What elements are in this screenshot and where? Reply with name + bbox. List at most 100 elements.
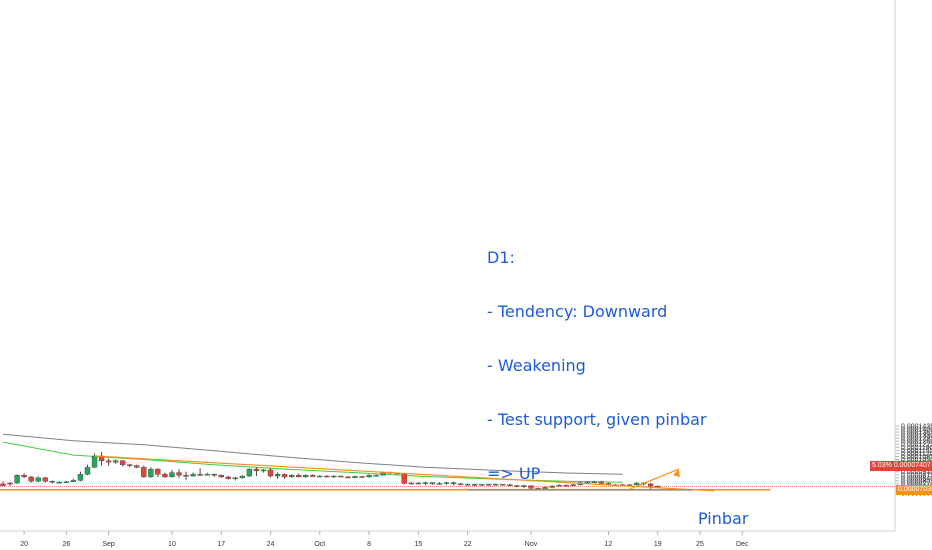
bull-candle <box>521 484 527 488</box>
candle-body <box>457 483 464 486</box>
candle-body <box>493 484 499 486</box>
y-tick-label: 0.00012600 <box>901 439 932 446</box>
bear-candle <box>211 473 217 477</box>
candle-body <box>436 483 443 485</box>
bear-candle <box>471 483 478 487</box>
x-tick-label: Nov <box>525 541 538 548</box>
bull-candle <box>436 482 443 485</box>
candle-body <box>366 474 372 478</box>
x-tick-label: 8 <box>367 541 371 548</box>
candle-body <box>408 482 415 485</box>
bull-candle <box>232 476 239 481</box>
bull-candle <box>464 483 471 486</box>
bull-candle <box>274 472 281 479</box>
bear-candle <box>127 463 133 468</box>
candle-body <box>338 475 344 478</box>
candle-body <box>500 484 506 486</box>
x-tick-label: 25 <box>696 541 704 548</box>
candle-body <box>84 467 91 475</box>
current-price-tag: 5.03% 0.00007407 <box>870 461 932 471</box>
candle-body <box>63 481 70 483</box>
candle-body <box>253 468 260 472</box>
candle-body <box>190 474 196 477</box>
candle-body <box>246 468 253 477</box>
candle-body <box>35 477 41 482</box>
bull-candle <box>14 474 20 484</box>
candle-body <box>345 476 351 479</box>
candle-body <box>415 482 422 485</box>
note-line-conclusion: => UP <box>487 464 541 483</box>
note-line-support: - Test support, given pinbar <box>487 410 707 429</box>
bear-candle <box>359 476 365 478</box>
x-tick-label: 12 <box>605 541 613 548</box>
y-tick-label: 0.00010500 <box>901 457 932 464</box>
x-tick-label: 17 <box>217 541 225 548</box>
candle-body <box>183 474 189 477</box>
candle-body <box>260 469 267 472</box>
bull-candle <box>246 468 253 477</box>
candle-body <box>141 467 147 478</box>
candle-body <box>655 485 661 488</box>
x-tick-label: 19 <box>654 541 662 548</box>
bull-candle <box>303 474 309 478</box>
bear-candle <box>500 483 506 486</box>
candle-body <box>232 477 239 479</box>
bull-candle <box>7 482 13 487</box>
analysis-note: D1: - Tendency: Downward - Weakening - T… <box>487 213 706 501</box>
candle-body <box>450 482 457 485</box>
candle-body <box>443 482 450 484</box>
candle-body <box>239 475 246 478</box>
candle-body <box>352 476 358 479</box>
y-tick-label: 0.00008400 <box>901 475 932 482</box>
bull-candle <box>63 480 70 483</box>
candle-body <box>14 474 20 484</box>
candle-body <box>591 481 598 483</box>
candle-body <box>169 472 175 478</box>
support-price-value: 0.00007036 <box>898 486 932 493</box>
bull-candle <box>331 475 337 478</box>
bear-candle <box>563 484 569 487</box>
moving-average-slow <box>2 433 623 475</box>
bear-candle <box>218 474 224 478</box>
bear-candle <box>507 483 513 487</box>
bull-candle <box>493 483 499 486</box>
bear-candle <box>457 483 464 486</box>
note-line-timeframe: D1: <box>487 248 515 267</box>
bull-candle <box>633 482 640 486</box>
candle-body <box>598 481 605 484</box>
candle-body <box>127 464 133 466</box>
bear-candle <box>338 475 344 478</box>
bull-candle <box>169 469 175 478</box>
trendlines <box>0 455 771 492</box>
x-tick-label: 26 <box>62 541 70 548</box>
bull-candle <box>204 472 210 476</box>
candle-body <box>7 482 13 485</box>
candle-body <box>507 484 513 486</box>
x-tick-label: Oct <box>314 541 325 548</box>
bear-candle <box>655 485 661 488</box>
candle-body <box>91 455 98 468</box>
x-axis-ticks: 20 26 Sep 10 17 24 Oct 8 15 22 Nov 12 19 25 Dec <box>20 531 749 548</box>
candle-body <box>56 481 63 484</box>
candle-body <box>218 474 224 478</box>
bull-candle <box>570 483 576 487</box>
y-tick-label: 0.00010850 <box>901 454 932 461</box>
candle-body <box>119 460 126 465</box>
bear-candle <box>528 485 534 490</box>
y-tick-label: 0.00014000 <box>901 426 932 433</box>
bull-candle <box>549 485 555 489</box>
candle-body <box>21 474 27 478</box>
candle-body <box>155 468 161 475</box>
bull-candle <box>148 467 154 478</box>
bull-candle <box>443 481 450 485</box>
arrow-head <box>672 469 680 478</box>
bear-candle <box>155 468 161 477</box>
bear-candle <box>119 459 126 467</box>
note-line-weakening: - Weakening <box>487 356 586 375</box>
bull-candle <box>591 480 598 484</box>
candle-body <box>471 484 478 486</box>
bear-candle <box>42 476 48 483</box>
bear-candle <box>345 476 351 479</box>
